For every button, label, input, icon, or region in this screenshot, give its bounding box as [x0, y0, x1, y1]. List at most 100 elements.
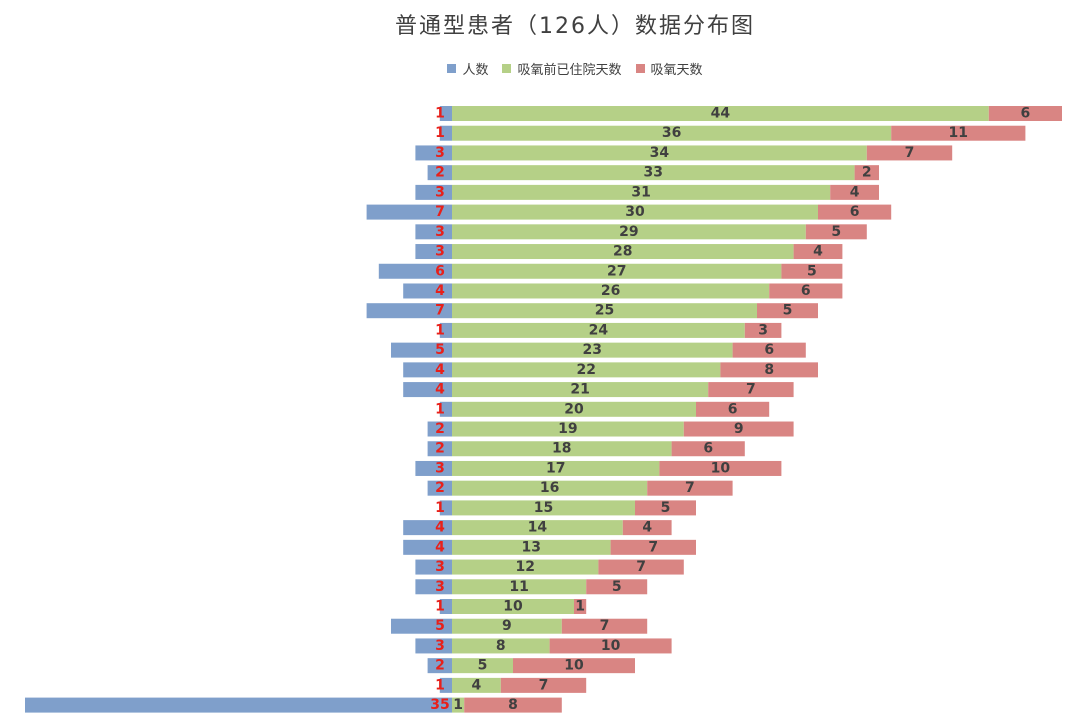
- label-days-before-oxygen: 31: [631, 184, 650, 200]
- label-people: 3: [435, 559, 445, 575]
- bar-days-before-oxygen: [452, 441, 672, 457]
- legend-label-people: 人数: [462, 63, 489, 78]
- legend-item-people: 人数: [447, 59, 488, 78]
- label-people: 3: [435, 638, 445, 654]
- label-people: 1: [435, 599, 445, 615]
- bar-days-before-oxygen: [452, 401, 696, 417]
- label-days-before-oxygen: 23: [583, 342, 602, 358]
- label-oxygen-days: 5: [612, 579, 622, 595]
- bar-people: [415, 145, 452, 161]
- label-oxygen-days: 7: [600, 618, 610, 634]
- bar-days-before-oxygen: [452, 677, 501, 693]
- label-days-before-oxygen: 16: [540, 480, 559, 496]
- label-days-before-oxygen: 33: [644, 165, 663, 181]
- legend-swatch-oxygen-days: [635, 64, 645, 73]
- bar-oxygen-days: [683, 421, 794, 437]
- label-days-before-oxygen: 19: [558, 421, 577, 437]
- bar-days-before-oxygen: [452, 480, 648, 496]
- bar-days-before-oxygen: [452, 599, 574, 614]
- legend-swatch-days-before-oxygen: [502, 64, 512, 73]
- label-oxygen-days: 6: [703, 441, 713, 457]
- label-oxygen-days: 3: [758, 322, 768, 338]
- label-days-before-oxygen: 8: [496, 638, 506, 654]
- label-people: 5: [435, 342, 445, 358]
- label-oxygen-days: 9: [734, 421, 744, 437]
- bar-days-before-oxygen: [452, 520, 623, 536]
- bar-days-before-oxygen: [452, 460, 660, 476]
- bar-people: [427, 165, 452, 181]
- bar-people: [439, 500, 452, 516]
- label-days-before-oxygen: 12: [515, 559, 534, 575]
- label-oxygen-days: 5: [783, 303, 793, 319]
- bar-oxygen-days: [549, 638, 672, 654]
- bar-days-before-oxygen: [452, 184, 831, 200]
- bar-people: [366, 303, 452, 319]
- label-people: 4: [435, 362, 445, 378]
- bar-oxygen-days: [732, 342, 806, 358]
- bar-days-before-oxygen: [452, 618, 562, 634]
- label-days-before-oxygen: 13: [522, 539, 541, 555]
- label-people: 2: [435, 441, 445, 457]
- label-days-before-oxygen: 22: [576, 362, 595, 378]
- bar-people: [415, 184, 452, 200]
- label-days-before-oxygen: 21: [570, 382, 589, 398]
- legend-item-days-before-oxygen: 吸氧前已住院天数: [502, 59, 622, 78]
- bar-people: [427, 421, 452, 437]
- bar-people: [427, 441, 452, 457]
- label-people: 1: [435, 106, 445, 122]
- bar-days-before-oxygen: [452, 263, 782, 279]
- bar-days-before-oxygen: [452, 500, 635, 516]
- label-oxygen-days: 2: [862, 165, 872, 181]
- bar-people: [415, 579, 452, 595]
- label-people: 3: [435, 145, 445, 161]
- label-people: 2: [435, 658, 445, 674]
- bar-oxygen-days: [757, 303, 818, 319]
- bar-people: [403, 362, 452, 378]
- bar-oxygen-days: [866, 145, 953, 161]
- bar-oxygen-days: [708, 382, 794, 398]
- legend-swatch-people: [447, 64, 457, 73]
- legend-label-days-before-oxygen: 吸氧前已住院天数: [517, 63, 622, 78]
- label-days-before-oxygen: 30: [625, 204, 645, 220]
- bar-people: [439, 322, 452, 338]
- label-oxygen-days: 6: [801, 283, 811, 299]
- bar-days-before-oxygen: [452, 342, 733, 358]
- bar-people: [439, 106, 452, 121]
- label-oxygen-days: 4: [813, 244, 823, 260]
- bar-days-before-oxygen: [452, 322, 745, 338]
- label-people: 1: [435, 677, 445, 693]
- label-oxygen-days: 8: [508, 697, 518, 713]
- bar-days-before-oxygen: [452, 224, 806, 240]
- bar-days-before-oxygen: [452, 125, 892, 141]
- label-people: 1: [435, 322, 445, 338]
- bar-people: [439, 125, 452, 141]
- label-days-before-oxygen: 27: [607, 263, 626, 279]
- bar-people: [25, 697, 452, 713]
- bar-days-before-oxygen: [452, 204, 818, 220]
- bar-oxygen-days: [500, 677, 587, 693]
- bar-oxygen-days: [988, 106, 1062, 121]
- bar-oxygen-days: [598, 559, 684, 575]
- bar-days-before-oxygen: [452, 362, 721, 378]
- bar-oxygen-days: [744, 322, 782, 338]
- label-oxygen-days: 7: [648, 539, 658, 555]
- bar-oxygen-days: [561, 618, 648, 634]
- label-people: 3: [435, 460, 445, 476]
- label-people: 4: [435, 382, 445, 398]
- label-days-before-oxygen: 28: [613, 244, 632, 260]
- bar-people: [403, 382, 452, 398]
- bar-oxygen-days: [805, 224, 867, 240]
- chart-title: 普通型患者（126人）数据分布图: [395, 14, 755, 39]
- label-days-before-oxygen: 10: [503, 599, 523, 615]
- label-days-before-oxygen: 9: [502, 618, 512, 634]
- chart-legend: 人数 吸氧前已住院天数 吸氧天数: [0, 59, 1080, 78]
- bar-days-before-oxygen: [452, 106, 989, 121]
- bar-people: [427, 480, 452, 496]
- bar-days-before-oxygen: [452, 579, 587, 595]
- bar-people: [415, 638, 452, 654]
- label-days-before-oxygen: 18: [552, 441, 571, 457]
- label-oxygen-days: 7: [685, 480, 695, 496]
- bar-oxygen-days: [891, 125, 1026, 141]
- bar-oxygen-days: [635, 500, 696, 516]
